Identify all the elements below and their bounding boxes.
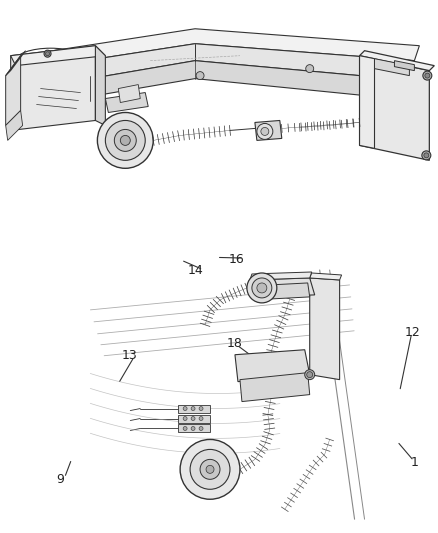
Circle shape bbox=[120, 135, 130, 146]
Circle shape bbox=[422, 71, 431, 80]
Polygon shape bbox=[359, 51, 433, 70]
Circle shape bbox=[423, 153, 428, 158]
Polygon shape bbox=[254, 120, 281, 140]
Circle shape bbox=[198, 407, 203, 410]
Circle shape bbox=[105, 120, 145, 160]
Polygon shape bbox=[178, 405, 209, 413]
Circle shape bbox=[114, 130, 136, 151]
Polygon shape bbox=[118, 85, 140, 102]
Polygon shape bbox=[11, 46, 95, 131]
Circle shape bbox=[190, 449, 230, 489]
Circle shape bbox=[205, 465, 214, 473]
Polygon shape bbox=[249, 272, 311, 280]
Polygon shape bbox=[394, 61, 413, 70]
Polygon shape bbox=[178, 415, 209, 423]
Text: 1: 1 bbox=[410, 456, 417, 469]
Circle shape bbox=[200, 459, 219, 479]
Text: 18: 18 bbox=[226, 337, 242, 350]
Polygon shape bbox=[6, 110, 23, 140]
Circle shape bbox=[97, 112, 153, 168]
Circle shape bbox=[246, 273, 276, 303]
Circle shape bbox=[424, 73, 429, 78]
Polygon shape bbox=[374, 59, 409, 76]
Polygon shape bbox=[6, 51, 25, 76]
Circle shape bbox=[180, 439, 240, 499]
Circle shape bbox=[256, 124, 272, 140]
Circle shape bbox=[198, 426, 203, 431]
Circle shape bbox=[183, 426, 187, 431]
Circle shape bbox=[196, 71, 204, 79]
Polygon shape bbox=[359, 55, 374, 148]
Circle shape bbox=[183, 407, 187, 410]
Polygon shape bbox=[240, 373, 309, 401]
Polygon shape bbox=[105, 93, 148, 112]
Circle shape bbox=[421, 151, 430, 160]
Circle shape bbox=[198, 416, 203, 421]
Circle shape bbox=[44, 50, 51, 57]
Polygon shape bbox=[21, 29, 418, 70]
Polygon shape bbox=[234, 350, 309, 382]
Circle shape bbox=[305, 64, 313, 72]
Circle shape bbox=[251, 278, 271, 298]
Text: 13: 13 bbox=[122, 349, 138, 362]
Text: 9: 9 bbox=[56, 473, 64, 486]
Circle shape bbox=[191, 426, 194, 431]
Polygon shape bbox=[309, 273, 341, 280]
Polygon shape bbox=[21, 44, 413, 91]
Circle shape bbox=[260, 127, 268, 135]
Circle shape bbox=[256, 283, 266, 293]
Circle shape bbox=[191, 407, 194, 410]
Polygon shape bbox=[359, 55, 428, 160]
Polygon shape bbox=[249, 278, 314, 297]
Circle shape bbox=[304, 370, 314, 379]
Polygon shape bbox=[21, 61, 413, 109]
Text: 14: 14 bbox=[187, 264, 203, 277]
Circle shape bbox=[46, 52, 49, 55]
Polygon shape bbox=[178, 424, 209, 432]
Circle shape bbox=[191, 416, 194, 421]
Polygon shape bbox=[309, 278, 339, 379]
Polygon shape bbox=[95, 46, 105, 125]
Circle shape bbox=[183, 416, 187, 421]
Text: 16: 16 bbox=[229, 253, 244, 266]
Polygon shape bbox=[11, 46, 105, 66]
Circle shape bbox=[306, 372, 312, 378]
Polygon shape bbox=[6, 55, 21, 125]
Text: 12: 12 bbox=[403, 326, 419, 339]
Polygon shape bbox=[269, 283, 309, 299]
